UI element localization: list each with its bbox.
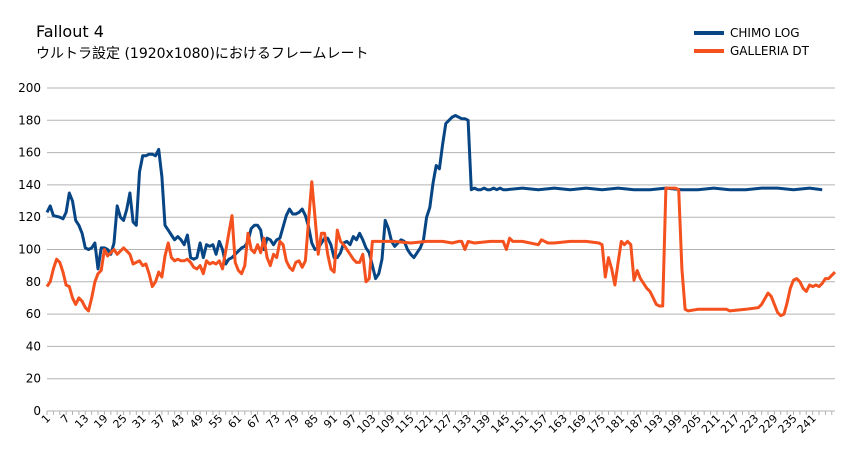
x-tick-label: 25	[111, 412, 130, 431]
x-tick-label: 109	[374, 412, 398, 436]
x-tick-label: 103	[354, 412, 378, 436]
y-tick-label: 100	[18, 243, 41, 257]
y-tick-label: 40	[26, 339, 41, 353]
y-tick-label: 0	[33, 404, 41, 418]
legend-label-galleria-dt: GALLERIA DT	[730, 44, 809, 58]
x-tick-label: 37	[149, 412, 168, 431]
x-tick-label: 235	[776, 412, 800, 436]
legend-swatch-chimo-log	[694, 31, 724, 35]
x-tick-label: 13	[72, 412, 91, 431]
x-tick-label: 91	[321, 412, 340, 431]
chart-subtitle: ウルトラ設定 (1920x1080)におけるフレームレート	[36, 46, 369, 62]
x-tick-label: 61	[225, 412, 244, 431]
x-tick-label: 181	[603, 412, 627, 436]
x-tick-label: 169	[565, 412, 589, 436]
legend-swatch-galleria-dt	[694, 49, 724, 53]
x-tick-label: 139	[469, 412, 493, 436]
y-tick-label: 80	[26, 275, 41, 289]
y-axis-ticks: 0 20 40 60 80 100 120 140 160 180 200	[18, 81, 41, 418]
x-tick-label: 187	[622, 412, 646, 436]
x-tick-label: 223	[737, 412, 761, 436]
x-tick-label: 211	[699, 412, 723, 436]
y-tick-label: 20	[26, 372, 41, 386]
x-tick-label: 193	[642, 412, 666, 436]
series-lines	[45, 114, 837, 318]
series-line-galleria-dt	[45, 180, 837, 318]
x-tick-label: 31	[130, 412, 149, 431]
x-tick-label: 157	[527, 412, 551, 436]
y-tick-label: 140	[18, 178, 41, 192]
x-axis-ticks: 1 7 13 19 25 31 37 43 49 55 61 67 73 79 85 91 9710310911…	[39, 412, 819, 436]
x-tick-label: 199	[661, 412, 685, 436]
legend: CHIMO LOG GALLERIA DT	[694, 24, 809, 60]
x-tick-label: 67	[245, 412, 264, 431]
x-tick-label: 73	[264, 412, 283, 431]
x-tick-label: 205	[680, 412, 704, 436]
legend-item-galleria-dt: GALLERIA DT	[694, 42, 809, 60]
x-tick-label: 43	[168, 412, 187, 431]
x-tick-label: 133	[450, 412, 474, 436]
x-tick-label: 127	[431, 412, 455, 436]
x-tick-label: 55	[206, 412, 225, 431]
legend-item-chimo-log: CHIMO LOG	[694, 24, 809, 42]
x-tick-label: 217	[718, 412, 742, 436]
x-tick-label: 163	[546, 412, 570, 436]
x-axis	[46, 410, 835, 415]
x-tick-label: 229	[756, 412, 780, 436]
x-tick-label: 241	[795, 412, 819, 436]
gridlines	[47, 87, 835, 412]
y-tick-label: 180	[18, 113, 41, 127]
x-tick-label: 7	[58, 412, 72, 426]
chart-title: Fallout 4	[36, 22, 104, 41]
x-tick-label: 1	[39, 412, 53, 426]
x-tick-label: 85	[302, 412, 321, 431]
x-tick-label: 145	[488, 412, 512, 436]
y-tick-label: 160	[18, 146, 41, 160]
y-tick-label: 60	[26, 307, 41, 321]
x-tick-label: 19	[91, 412, 110, 431]
x-tick-label: 121	[412, 412, 436, 436]
y-tick-label: 120	[18, 210, 41, 224]
x-tick-label: 115	[393, 412, 417, 436]
y-tick-label: 200	[18, 81, 41, 95]
series-line-chimo-log	[45, 114, 823, 281]
x-tick-label: 151	[508, 412, 532, 436]
legend-label-chimo-log: CHIMO LOG	[730, 26, 800, 40]
x-tick-label: 79	[283, 412, 302, 431]
x-tick-label: 49	[187, 412, 206, 431]
x-tick-label: 175	[584, 412, 608, 436]
